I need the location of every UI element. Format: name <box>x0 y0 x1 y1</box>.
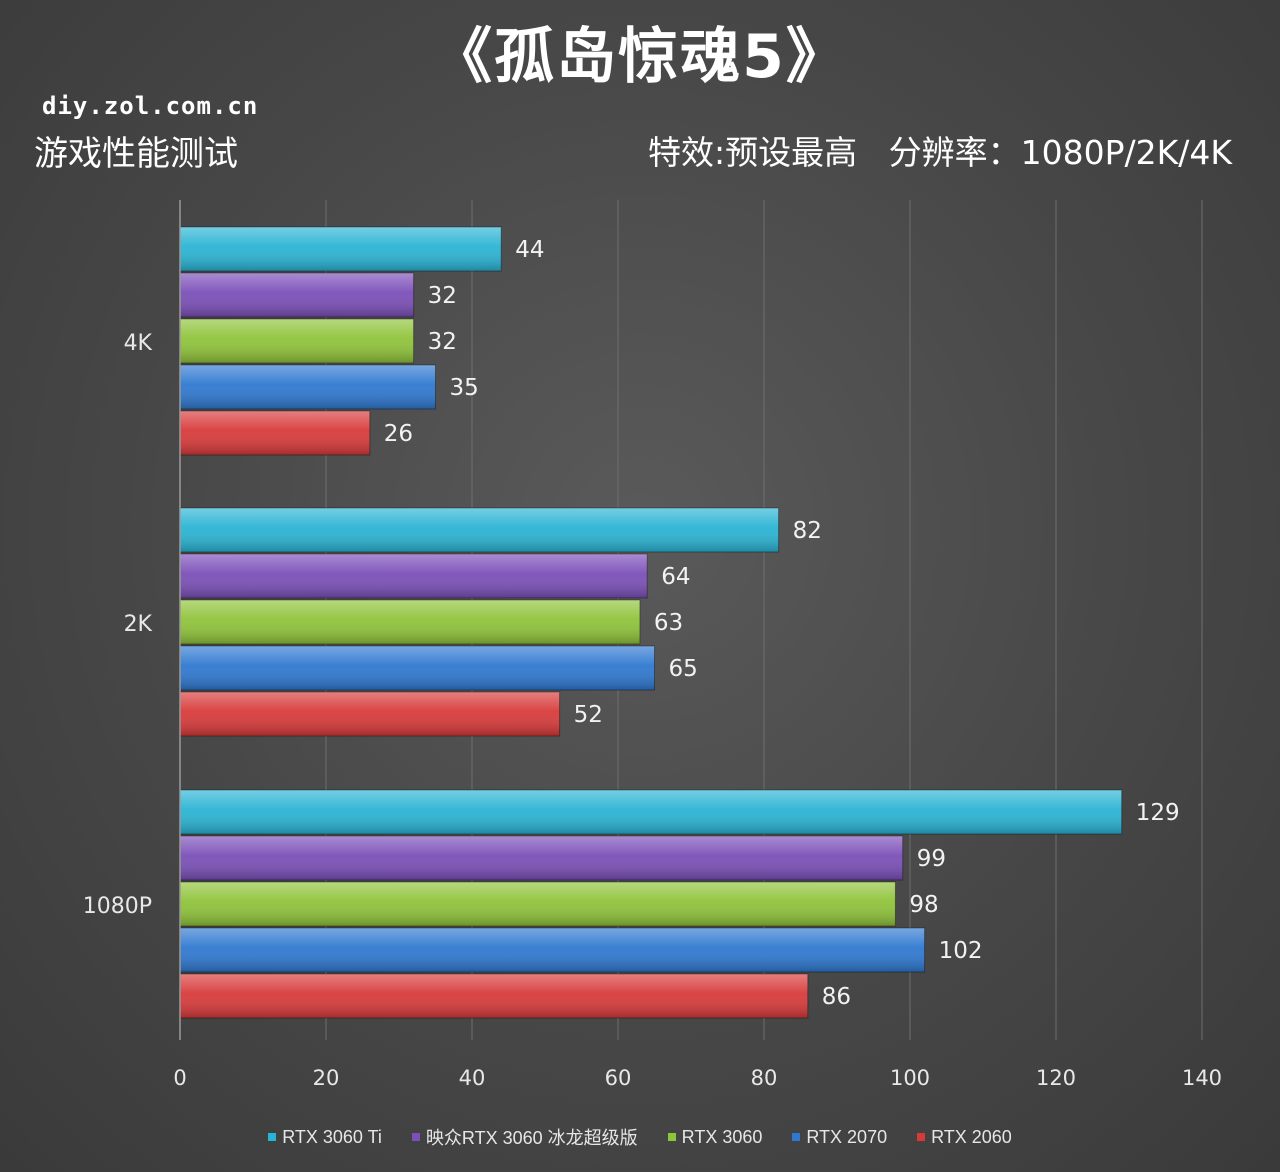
legend-swatch <box>667 1133 676 1141</box>
chart-subtitle-left: 游戏性能测试 <box>34 134 238 174</box>
data-label: 52 <box>574 702 603 728</box>
bar-shade <box>179 318 415 364</box>
legend-item: RTX 3060 <box>667 1124 763 1150</box>
bar <box>179 272 415 318</box>
data-label: 63 <box>654 610 683 636</box>
data-label: 44 <box>515 237 544 263</box>
bar <box>179 410 371 456</box>
data-label: 32 <box>428 283 457 309</box>
chart-title: 《孤岛惊魂5》 <box>432 22 848 92</box>
legend-label: RTX 3060 Ti <box>282 1126 382 1147</box>
x-tick-label: 20 <box>313 1066 340 1090</box>
x-tick-label: 100 <box>890 1066 930 1090</box>
axes: 0 20 40 60 80 100 120 140 4K 2K 1080P <box>83 200 1222 1090</box>
legend-item: RTX 3060 Ti <box>268 1124 382 1150</box>
category-label: 4K <box>124 331 153 356</box>
bar <box>179 645 655 691</box>
bar <box>179 507 780 553</box>
bar <box>179 835 904 881</box>
bar-shade <box>179 364 436 410</box>
legend-label: RTX 2060 <box>931 1126 1012 1147</box>
legend-item: RTX 2060 <box>917 1124 1012 1150</box>
bars <box>179 226 1123 1019</box>
x-tick-label: 40 <box>459 1066 486 1090</box>
x-tick-label: 120 <box>1036 1066 1076 1090</box>
bar-shade <box>179 835 904 881</box>
x-tick-label: 60 <box>605 1066 632 1090</box>
category-label: 2K <box>124 612 153 637</box>
bar-shade <box>179 881 896 927</box>
legend-swatch <box>411 1133 420 1141</box>
data-label: 102 <box>939 938 983 964</box>
chart-subtitle-right: 特效:预设最高 分辨率：1080P/2K/4K <box>648 133 1232 172</box>
data-label: 35 <box>450 375 479 401</box>
bar <box>179 226 502 272</box>
data-label: 64 <box>661 564 690 590</box>
legend-label: RTX 2070 <box>806 1126 888 1147</box>
bar <box>179 691 561 737</box>
category-label: 1080P <box>83 894 152 919</box>
data-label: 32 <box>428 329 457 355</box>
bar-shade <box>179 599 641 645</box>
legend-label: RTX 3060 <box>681 1126 763 1147</box>
legend-label: 映众RTX 3060 冰龙超级版 <box>425 1128 638 1148</box>
data-label: 129 <box>1136 800 1180 826</box>
bar <box>179 318 415 364</box>
bar <box>179 973 809 1019</box>
legend-swatch <box>792 1133 801 1141</box>
data-label: 26 <box>384 421 413 447</box>
bar <box>179 553 648 599</box>
data-label: 86 <box>822 984 851 1010</box>
bar-shade <box>179 927 926 973</box>
bar-shade <box>179 973 809 1019</box>
bar-shade <box>179 226 502 272</box>
bar-shade <box>179 691 561 737</box>
legend-swatch <box>268 1133 277 1141</box>
data-label: 65 <box>669 656 698 682</box>
legend-item: 映众RTX 3060 冰龙超级版 <box>411 1124 638 1150</box>
x-tick-label: 80 <box>751 1066 778 1090</box>
data-label: 99 <box>917 846 946 872</box>
bar <box>179 364 436 410</box>
source-label: diy.zol.com.cn <box>42 92 259 120</box>
x-tick-label: 0 <box>173 1066 186 1090</box>
bar-shade <box>179 272 415 318</box>
legend: RTX 3060 Ti 映众RTX 3060 冰龙超级版 RTX 3060 RTX 2… <box>0 1124 1280 1150</box>
bar-shade <box>179 410 371 456</box>
x-tick-label: 140 <box>1182 1066 1222 1090</box>
bar <box>179 881 896 927</box>
legend-swatch <box>917 1133 926 1141</box>
bar-shade <box>179 789 1123 835</box>
data-label: 82 <box>793 518 822 544</box>
bar-shade <box>179 553 648 599</box>
bar <box>179 927 926 973</box>
bar-shade <box>179 507 780 553</box>
bar-shade <box>179 645 655 691</box>
data-label: 98 <box>909 892 938 918</box>
bar <box>179 599 641 645</box>
legend-item: RTX 2070 <box>792 1124 887 1150</box>
bar <box>179 789 1123 835</box>
